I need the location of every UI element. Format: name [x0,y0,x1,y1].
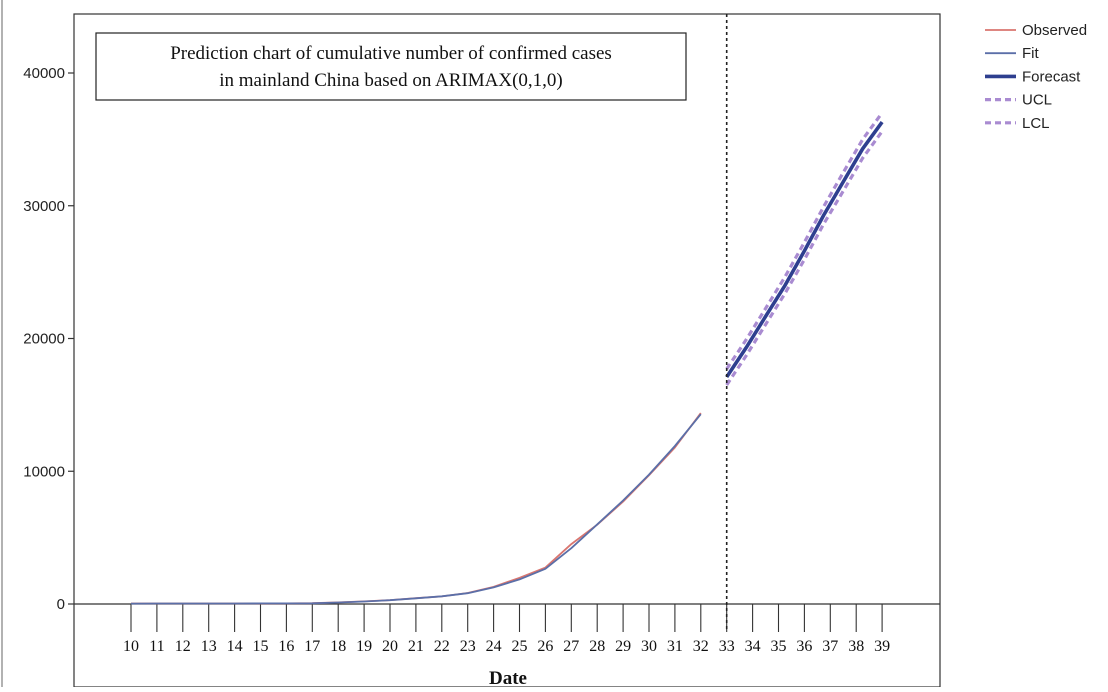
x-axis-label: Date [489,668,527,687]
y-axis: 0 10000 20000 30000 40000 [23,65,74,613]
x-tick-label: 33 [719,638,735,655]
y-tick-label: 30000 [23,198,65,215]
x-tick-label: 25 [512,638,528,655]
x-tick-label: 23 [460,638,476,655]
x-tick-label: 21 [408,638,424,655]
x-tick-label: 24 [486,638,502,655]
title-box [95,32,687,101]
x-tick-label: 29 [615,638,631,655]
series-lcl-line [725,130,884,386]
x-tick-label: 14 [227,638,243,655]
x-tick-label: 16 [278,638,294,655]
x-tick-label: 22 [434,638,450,655]
x-tick-label: 31 [667,638,683,655]
x-tick-label: 20 [382,638,398,655]
x-tick-label: 38 [848,638,864,655]
legend: Observed Fit Forecast UCL LCL [985,22,1087,132]
legend-label-fit: Fit [1022,45,1039,62]
series-group [130,111,884,605]
series-fit-line [130,413,702,605]
x-tick-label: 19 [356,638,372,655]
x-tick-label: 27 [563,638,579,655]
x-tick-label: 30 [641,638,657,655]
x-tick-label: 15 [253,638,269,655]
x-tick-label: 13 [201,638,217,655]
x-tick-label: 12 [175,638,191,655]
y-tick-label: 10000 [23,463,65,480]
chart-title-line-2: in mainland China based on ARIMAX(0,1,0) [219,70,563,91]
y-tick-label: 20000 [23,331,65,348]
x-tick-label: 35 [771,638,787,655]
x-tick-label: 39 [874,638,890,655]
x-tick-label: 18 [330,638,346,655]
x-tick-label: 11 [149,638,164,655]
legend-label-forecast: Forecast [1022,68,1081,85]
x-tick-label: 34 [745,638,761,655]
y-tick-label: 0 [57,596,65,613]
legend-label-ucl: UCL [1022,92,1052,109]
plot-frame [73,13,941,688]
legend-label-observed: Observed [1022,22,1087,39]
y-tick-label: 40000 [23,65,65,82]
legend-label-lcl: LCL [1022,115,1050,132]
x-tick-label: 37 [822,638,838,655]
x-tick-label: 32 [693,638,709,655]
x-tick-label: 36 [796,638,812,655]
series-forecast-line [725,121,884,378]
x-tick-label: 10 [123,638,139,655]
series-ucl-line [725,111,884,370]
x-tick-label: 26 [537,638,553,655]
x-tick-label: 17 [304,638,320,655]
chart-title-line-1: Prediction chart of cumulative number of… [170,43,612,64]
x-axis: 10 11 12 13 14 15 16 17 18 19 20 21 22 23 24 25 26 27 28 29… [74,603,940,655]
x-tick-label: 28 [589,638,605,655]
